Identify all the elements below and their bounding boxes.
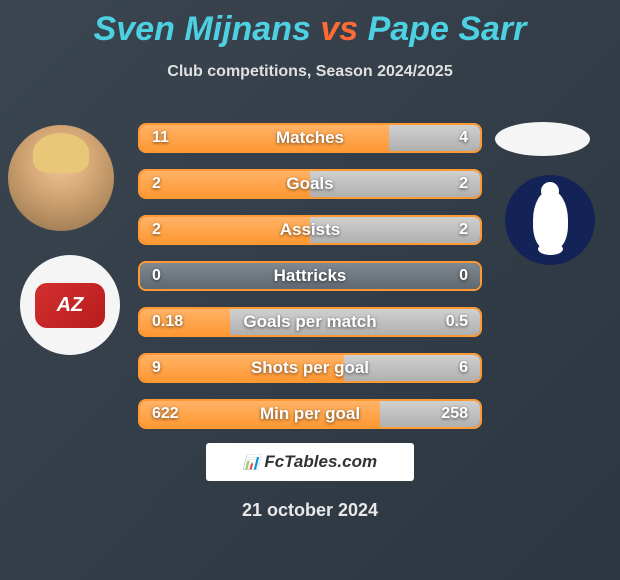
bar-left-segment (140, 355, 344, 381)
date-label: 21 october 2024 (0, 500, 620, 521)
stat-value-right: 2 (459, 221, 468, 239)
stat-value-left: 0.18 (152, 313, 183, 331)
chart-icon: 📊 (243, 454, 260, 471)
bar-left-segment (140, 217, 310, 243)
player1-name: Sven Mijnans (94, 10, 311, 48)
bar-right-segment (230, 309, 480, 335)
player2-name: Pape Sarr (368, 10, 527, 48)
stat-bar: Min per goal622258 (138, 399, 482, 429)
stat-bar: Shots per goal96 (138, 353, 482, 383)
player2-club-badge (505, 175, 595, 265)
branding-badge: 📊 FcTables.com (206, 443, 414, 481)
subtitle: Club competitions, Season 2024/2025 (0, 63, 620, 81)
stat-value-right: 0.5 (446, 313, 468, 331)
stat-bar: Goals22 (138, 169, 482, 199)
stats-bars-container: Matches114Goals22Assists22Hattricks00Goa… (138, 123, 482, 445)
stat-value-right: 6 (459, 359, 468, 377)
stat-bar: Goals per match0.180.5 (138, 307, 482, 337)
bar-left-segment (140, 171, 310, 197)
stat-value-left: 0 (152, 267, 161, 285)
player2-avatar (495, 122, 590, 156)
stat-value-left: 2 (152, 221, 161, 239)
stat-value-right: 4 (459, 129, 468, 147)
stat-value-left: 11 (152, 129, 169, 147)
player1-avatar (8, 125, 114, 231)
player1-club-badge: AZ (20, 255, 120, 355)
stat-bar: Hattricks00 (138, 261, 482, 291)
stat-bar: Matches114 (138, 123, 482, 153)
stat-value-left: 9 (152, 359, 161, 377)
stat-value-right: 2 (459, 175, 468, 193)
bar-zero-segment (140, 263, 480, 289)
comparison-title: Sven Mijnans vs Pape Sarr (0, 0, 620, 49)
stat-bar: Assists22 (138, 215, 482, 245)
az-badge: AZ (35, 283, 105, 328)
bar-right-segment (310, 171, 480, 197)
bar-right-segment (310, 217, 480, 243)
bar-left-segment (140, 125, 389, 151)
stat-value-right: 0 (459, 267, 468, 285)
vs-separator: vs (320, 10, 358, 48)
stat-value-left: 622 (152, 405, 179, 423)
tottenham-cockerel-icon (533, 190, 568, 250)
branding-text: FcTables.com (264, 452, 377, 472)
stat-value-right: 258 (441, 405, 468, 423)
stat-value-left: 2 (152, 175, 161, 193)
